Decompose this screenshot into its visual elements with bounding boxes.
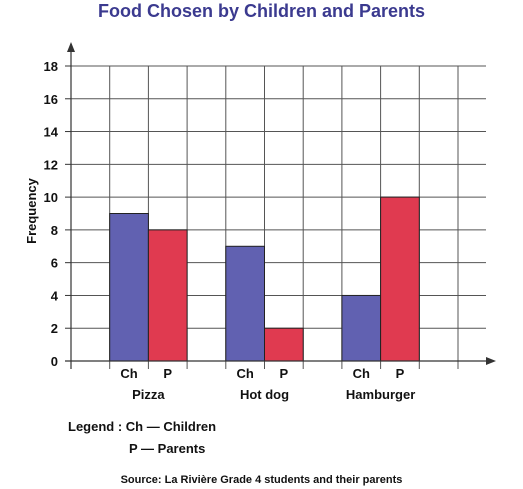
- bar-chart: Ch P Pizza Ch P Hot dog Ch P Hamburger 0 2 4 6 8 10 12 1…: [24, 42, 496, 402]
- y-tick-label: 14: [44, 125, 59, 140]
- y-tick-label: 8: [51, 223, 58, 238]
- y-tick-label: 4: [51, 288, 59, 303]
- y-axis-arrow: [67, 42, 75, 52]
- x-category-label: Pizza: [132, 387, 165, 402]
- bar: [147, 229, 188, 362]
- legend-line-children: Legend : Ch — Children: [68, 419, 217, 434]
- bar: [225, 245, 266, 362]
- bar: [264, 327, 304, 362]
- y-tick-label: 18: [44, 59, 58, 74]
- x-tick-label: Ch: [353, 366, 370, 381]
- legend-line-parents: P — Parents: [129, 441, 206, 456]
- tick-labels: Ch P Pizza Ch P Hot dog Ch P Hamburger 0 2 4 6 8 10 12 1…: [44, 59, 416, 402]
- x-tick-label: P: [280, 366, 289, 381]
- x-axis-arrow: [486, 357, 496, 365]
- y-tick-label: 6: [51, 256, 58, 271]
- y-tick-label: 12: [44, 157, 58, 172]
- source-note: Source: La Rivière Grade 4 students and …: [120, 474, 403, 486]
- y-tick-label: 0: [51, 354, 58, 369]
- axes: [65, 42, 496, 369]
- x-category-label: Hamburger: [346, 387, 415, 402]
- x-tick-label: P: [163, 366, 172, 381]
- y-axis-label: Frequency: [24, 177, 39, 244]
- x-category-label: Hot dog: [240, 387, 289, 402]
- bar: [341, 294, 382, 362]
- x-tick-label: Ch: [236, 366, 253, 381]
- y-tick-label: 2: [51, 321, 58, 336]
- bar: [109, 213, 149, 362]
- x-tick-label: Ch: [120, 366, 137, 381]
- bars: [109, 196, 420, 362]
- chart-title: Food Chosen by Children and Parents: [97, 1, 426, 21]
- y-tick-label: 10: [44, 190, 58, 205]
- x-tick-label: P: [396, 366, 405, 381]
- y-tick-label: 16: [44, 92, 58, 107]
- bar: [380, 196, 420, 362]
